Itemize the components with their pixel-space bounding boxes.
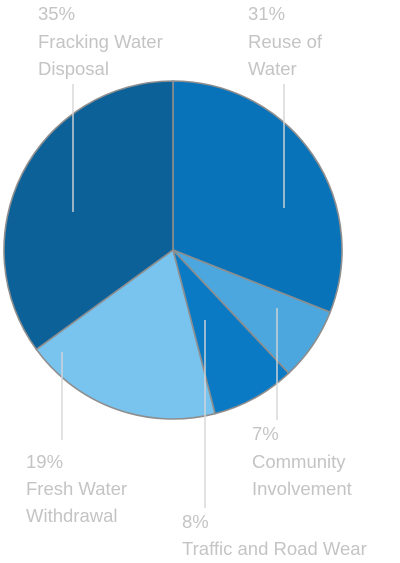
label-fresh-water-withdrawal-line2: Withdrawal xyxy=(26,505,118,526)
value-label-fracking-water-disposal: 35% xyxy=(38,3,75,24)
label-traffic-and-road-wear: Traffic and Road Wear xyxy=(182,538,367,559)
label-community-involvement-line2: Involvement xyxy=(252,478,352,499)
value-label-fresh-water-withdrawal: 19% xyxy=(26,451,63,472)
label-reuse-of-water-line2: Water xyxy=(248,58,297,79)
label-community-involvement-line1: Community xyxy=(252,451,346,472)
value-label-traffic-and-road-wear: 8% xyxy=(182,511,209,532)
label-reuse-of-water-line1: Reuse of xyxy=(248,31,323,52)
slice-fracking-water-disposal xyxy=(3,80,174,351)
slice-labels: 31% Reuse of Water 7% Community Involvem… xyxy=(26,3,367,559)
label-fracking-water-disposal-line1: Fracking Water xyxy=(38,31,163,52)
pie-slices xyxy=(3,80,343,420)
leader-lines xyxy=(61,84,285,508)
value-label-community-involvement: 7% xyxy=(252,423,279,444)
label-fresh-water-withdrawal-line1: Fresh Water xyxy=(26,478,127,499)
slice-reuse-of-water xyxy=(172,80,343,314)
value-label-reuse-of-water: 31% xyxy=(248,3,285,24)
label-fracking-water-disposal-line2: Disposal xyxy=(38,58,109,79)
slice-fresh-water-withdrawal xyxy=(35,248,217,420)
